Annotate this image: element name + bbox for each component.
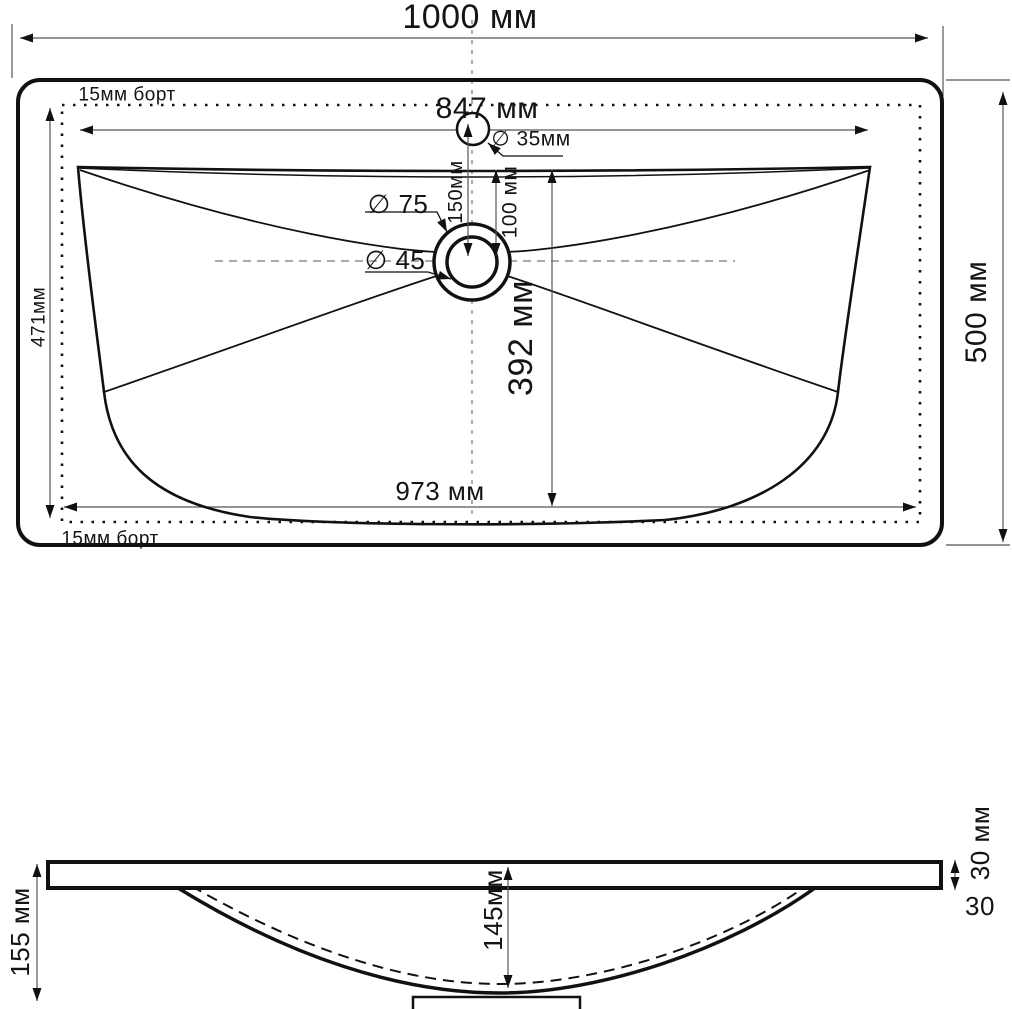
dim-overall-width-label: 1000 мм bbox=[402, 0, 538, 36]
dim-inner-width-label: 847 мм bbox=[435, 92, 539, 125]
dim-bowl-depth-label: 145мм bbox=[478, 869, 508, 951]
countertop-outline bbox=[16, 78, 944, 547]
rim-bottom-label: 15мм борт bbox=[61, 528, 159, 550]
slab-profile bbox=[46, 860, 943, 890]
rim-offset-dotted-rect bbox=[60, 103, 922, 524]
dim-basin-depth-label: 392 мм bbox=[502, 280, 540, 396]
bowl-profile-solid bbox=[177, 886, 817, 995]
dim-faucet-offset-label: 150мм bbox=[445, 160, 467, 224]
dim-slab-thickness-label: 30 мм bbox=[965, 805, 995, 881]
dim-faucet-hole-label: ∅ 35мм bbox=[491, 127, 571, 151]
dim-overall-depth-label: 500 мм bbox=[960, 260, 993, 364]
dim-overall-height-label: 155 мм bbox=[5, 887, 35, 977]
bowl-profile-dashed bbox=[175, 875, 821, 986]
side-view-group bbox=[32, 860, 960, 1009]
dim-inner-height-label: 471мм bbox=[28, 286, 50, 348]
drain-flange bbox=[411, 995, 582, 1009]
leader-lines bbox=[365, 142, 563, 280]
dim-drain-outer-label: ∅ 75 bbox=[367, 189, 429, 219]
dim-edge-offset-label: 100 мм bbox=[498, 165, 522, 239]
basin-outline bbox=[76, 165, 872, 526]
rim-top-label: 15мм борт bbox=[78, 84, 176, 106]
basin-rim-inner-edge bbox=[77, 167, 871, 178]
inner-dimension-lines bbox=[463, 124, 557, 506]
dim-drain-inner-label: ∅ 45 bbox=[364, 245, 426, 275]
basin-inner-curves bbox=[79, 169, 871, 393]
dim-slab-thickness-alt-label: 30 bbox=[965, 891, 995, 921]
dim-bottom-width-label: 973 мм bbox=[395, 476, 485, 506]
drain-inner-circle bbox=[445, 235, 499, 289]
top-view-group bbox=[11, 20, 1010, 547]
side-dimension-lines bbox=[32, 860, 960, 1001]
